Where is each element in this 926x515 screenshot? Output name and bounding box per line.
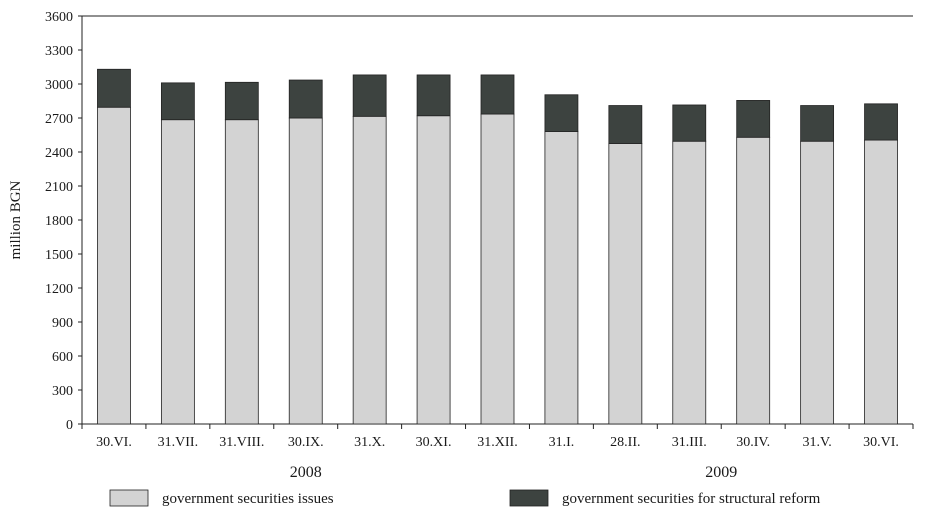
x-tick-label: 30.XI. bbox=[416, 435, 452, 450]
y-tick-label: 900 bbox=[52, 316, 73, 331]
bar-segment-structural-reform bbox=[160, 82, 195, 121]
bar-segment-structural-reform bbox=[288, 79, 323, 119]
bar-segment-structural-reform bbox=[480, 74, 515, 115]
y-axis-label: million BGN bbox=[8, 180, 24, 259]
bar-segment-structural-reform bbox=[416, 74, 451, 117]
x-tick-label: 30.IX. bbox=[288, 435, 324, 450]
legend-swatch-structural-reform bbox=[509, 489, 549, 507]
bar-segment-structural-reform bbox=[97, 68, 131, 108]
y-tick-label: 1500 bbox=[45, 248, 73, 263]
x-tick-label: 31.III. bbox=[672, 435, 707, 450]
y-tick-label: 300 bbox=[52, 384, 73, 399]
bar-segment-structural-reform bbox=[800, 105, 835, 142]
bar-segment-issues bbox=[160, 119, 195, 425]
bar-segment-issues bbox=[352, 115, 387, 425]
bar-segment-structural-reform bbox=[736, 100, 771, 138]
bar-segment-issues bbox=[736, 136, 771, 425]
bar-segment-issues bbox=[544, 131, 579, 425]
x-tick-label: 28.II. bbox=[610, 435, 640, 450]
y-tick-label: 3600 bbox=[45, 10, 73, 25]
bar-segment-structural-reform bbox=[608, 105, 643, 144]
legend-swatch-issues bbox=[109, 489, 149, 507]
x-tick-label: 31.VIII. bbox=[219, 435, 264, 450]
y-tick-label: 2400 bbox=[45, 146, 73, 161]
y-tick-label: 0 bbox=[66, 418, 73, 433]
x-tick-label: 30.IV. bbox=[736, 435, 770, 450]
year-label: 2009 bbox=[705, 464, 737, 481]
year-label: 2008 bbox=[290, 464, 322, 481]
bar-segment-issues bbox=[224, 119, 259, 425]
legend-label-issues: government securities issues bbox=[162, 491, 334, 507]
bar-segment-structural-reform bbox=[672, 104, 707, 142]
bar-segment-issues bbox=[608, 143, 643, 425]
bar-segment-structural-reform bbox=[864, 103, 898, 141]
y-tick-label: 1200 bbox=[45, 282, 73, 297]
bar-segment-structural-reform bbox=[544, 94, 579, 133]
x-tick-label: 31.XII. bbox=[477, 435, 517, 450]
bar-segment-issues bbox=[97, 106, 131, 425]
x-tick-label: 31.I. bbox=[549, 435, 575, 450]
x-tick-label: 30.VI. bbox=[863, 435, 899, 450]
bar-segment-issues bbox=[480, 113, 515, 425]
x-tick-label: 31.V. bbox=[802, 435, 831, 450]
y-tick-label: 3000 bbox=[45, 78, 73, 93]
y-tick-label: 2700 bbox=[45, 112, 73, 127]
x-tick-label: 31.VII. bbox=[158, 435, 198, 450]
bar-segment-issues bbox=[864, 139, 898, 425]
x-tick-label: 30.VI. bbox=[96, 435, 132, 450]
legend-label-structural-reform: government securities for structural ref… bbox=[562, 491, 821, 507]
bar-segment-issues bbox=[288, 117, 323, 425]
bar-segment-structural-reform bbox=[352, 74, 387, 117]
bar-segment-issues bbox=[800, 140, 835, 425]
x-tick-label: 31.X. bbox=[354, 435, 385, 450]
y-tick-label: 2100 bbox=[45, 180, 73, 195]
bar-segment-issues bbox=[416, 115, 451, 425]
y-tick-label: 1800 bbox=[45, 214, 73, 229]
y-tick-label: 600 bbox=[52, 350, 73, 365]
y-tick-label: 3300 bbox=[45, 44, 73, 59]
bar-segment-issues bbox=[672, 140, 707, 425]
bar-segment-structural-reform bbox=[224, 81, 259, 121]
